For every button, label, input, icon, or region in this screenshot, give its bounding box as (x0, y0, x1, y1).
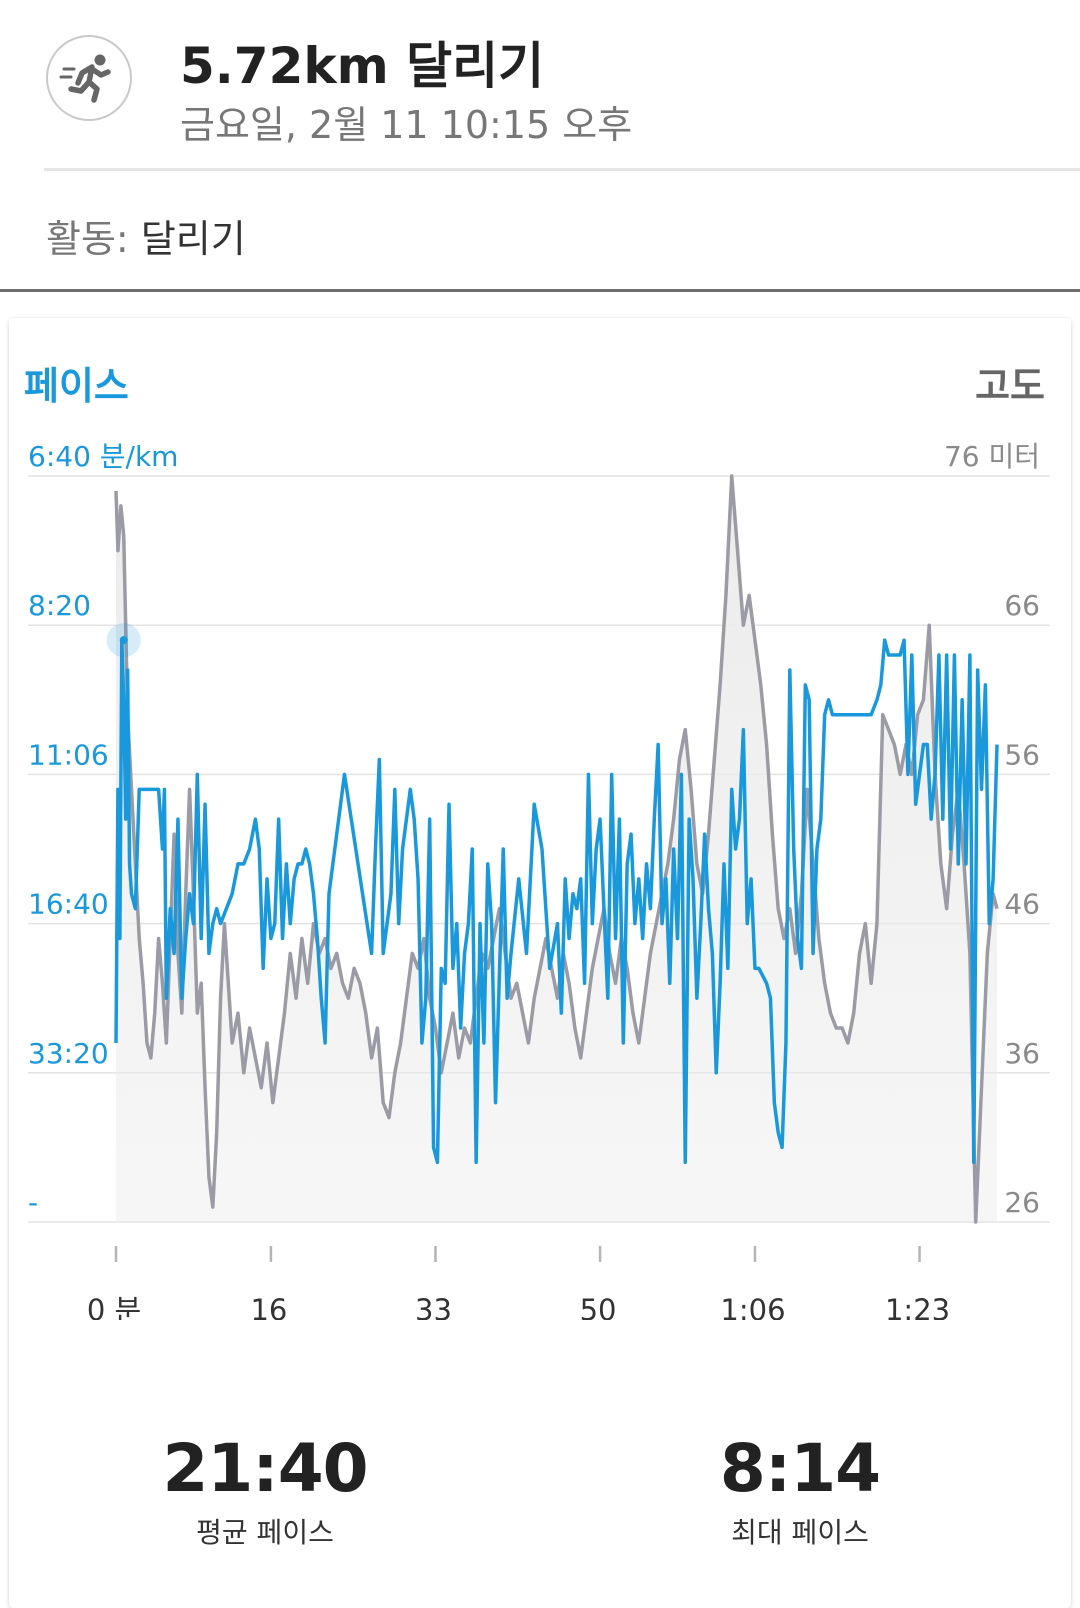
elevation-area (116, 476, 997, 1222)
elevation-tick-label: 36 (1004, 1037, 1040, 1070)
max-pace-label: 최대 페이스 (731, 1516, 869, 1549)
activity-type-label: 활동: (46, 217, 129, 261)
pace-tick-label: 6:40 분/km (28, 440, 178, 473)
pace-tick-label: - (28, 1186, 38, 1219)
page-title: 5.72km 달리기 (180, 37, 545, 95)
header-divider (44, 168, 1080, 171)
activity-header: 5.72km 달리기 금요일, 2월 11 10:15 오후 (0, 0, 1080, 170)
pace-line (114, 638, 999, 1165)
elevation-tick-label: 76 미터 (944, 440, 1040, 473)
running-person-icon (46, 35, 132, 121)
max-pace-value: 8:14 (719, 1430, 881, 1507)
x-tick-label: 0 분 (87, 1293, 141, 1320)
x-tick-label: 50 (580, 1293, 617, 1320)
elevation-tick-label: 46 (1004, 888, 1040, 921)
elevation-tick-label: 56 (1004, 738, 1040, 771)
elevation-tick-label: 26 (1004, 1186, 1040, 1219)
tab-elevation[interactable]: 고도 (975, 364, 1045, 408)
section-divider (0, 289, 1080, 292)
elevation-tick-label: 66 (1004, 589, 1040, 622)
tab-pace[interactable]: 페이스 (24, 364, 129, 408)
pace-elevation-chart[interactable]: 6:40 분/km 8:20 11:06 16:40 33:20 - 76 미터 66 56 46… (0, 420, 1080, 1320)
pace-tick-label: 11:06 (28, 738, 109, 771)
activity-datetime: 금요일, 2월 11 10:15 오후 (180, 103, 633, 147)
pace-highlight-point (119, 636, 128, 645)
max-pace-stat: 8:14 최대 페이스 (650, 1430, 950, 1551)
avg-pace-stat: 21:40 평균 페이스 (115, 1430, 415, 1551)
elevation-line (114, 474, 999, 1224)
x-tick-label: 33 (415, 1293, 452, 1320)
x-tick-label: 16 (250, 1293, 287, 1320)
avg-pace-label: 평균 페이스 (196, 1516, 334, 1549)
x-tick-label: 1:23 (885, 1293, 950, 1320)
activity-type-value: 달리기 (140, 217, 246, 261)
pace-tick-label: 8:20 (28, 589, 91, 622)
avg-pace-value: 21:40 (162, 1430, 368, 1507)
activity-type-row[interactable]: 활동: 달리기 (46, 208, 246, 263)
pace-tick-label: 33:20 (28, 1037, 109, 1070)
pace-tick-label: 16:40 (28, 888, 109, 921)
x-tick-label: 1:06 (720, 1293, 785, 1320)
